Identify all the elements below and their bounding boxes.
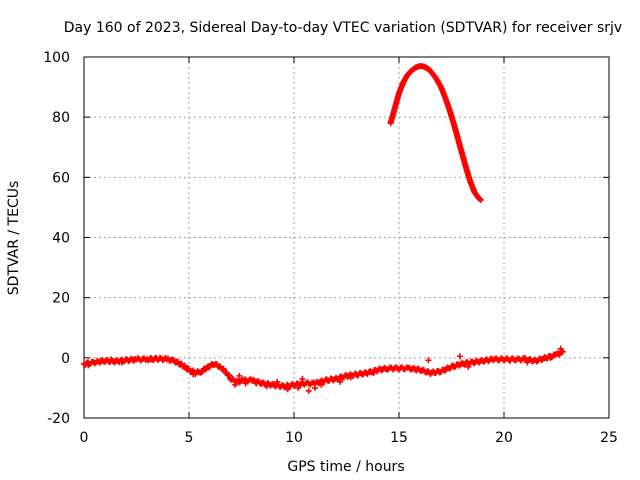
x-tick-label: 5 [185, 430, 194, 446]
data-point [108, 356, 115, 363]
data-point [232, 381, 239, 388]
y-tick-label: 0 [61, 351, 70, 367]
data-point [477, 196, 484, 203]
y-tick-label: 80 [52, 110, 70, 126]
data-point [312, 384, 318, 391]
data-point [318, 381, 325, 388]
x-axis-label: GPS time / hours [287, 459, 404, 475]
data-point [226, 372, 233, 379]
data-point [507, 357, 514, 364]
data-point [559, 348, 566, 355]
data-point [547, 354, 554, 361]
data-point [305, 387, 312, 394]
data-point [263, 383, 270, 390]
x-tick-label: 0 [80, 430, 89, 446]
data-point [284, 386, 291, 393]
data-point [190, 371, 197, 378]
data-point [274, 378, 281, 385]
x-tick-label: 25 [600, 430, 618, 446]
y-axis-label: SDTVAR / TECUs [6, 181, 22, 296]
y-tick-label: 40 [52, 231, 70, 247]
data-point [118, 359, 125, 366]
data-point [97, 357, 104, 364]
data-point [425, 357, 432, 364]
data-point [456, 353, 463, 360]
axis-ticks: 0 5 10 15 20 25 -20 0 20 40 60 80 100 [43, 50, 618, 446]
data-point [202, 365, 209, 372]
y-tick-label: 100 [43, 50, 70, 66]
data-series [81, 63, 566, 394]
data-point [131, 356, 138, 363]
chart-title: Day 160 of 2023, Sidereal Day-to-day VTE… [64, 20, 622, 36]
x-tick-label: 10 [285, 430, 303, 446]
data-point [337, 378, 344, 385]
data-point [524, 359, 531, 366]
data-point [299, 375, 306, 382]
data-point [85, 362, 92, 369]
data-point [242, 380, 249, 387]
data-point [370, 369, 377, 376]
data-point [236, 372, 243, 379]
x-tick-label: 20 [495, 430, 513, 446]
data-point [253, 380, 260, 387]
data-point [465, 363, 472, 370]
series-2 [387, 63, 484, 203]
data-point [148, 356, 155, 363]
data-point [557, 345, 564, 352]
series-1 [85, 345, 564, 394]
data-point [347, 374, 354, 381]
y-tick-label: -20 [47, 411, 70, 427]
x-tick-label: 15 [390, 430, 408, 446]
data-point [295, 384, 302, 391]
y-tick-label: 60 [52, 170, 70, 186]
y-tick-label: 20 [52, 291, 70, 307]
